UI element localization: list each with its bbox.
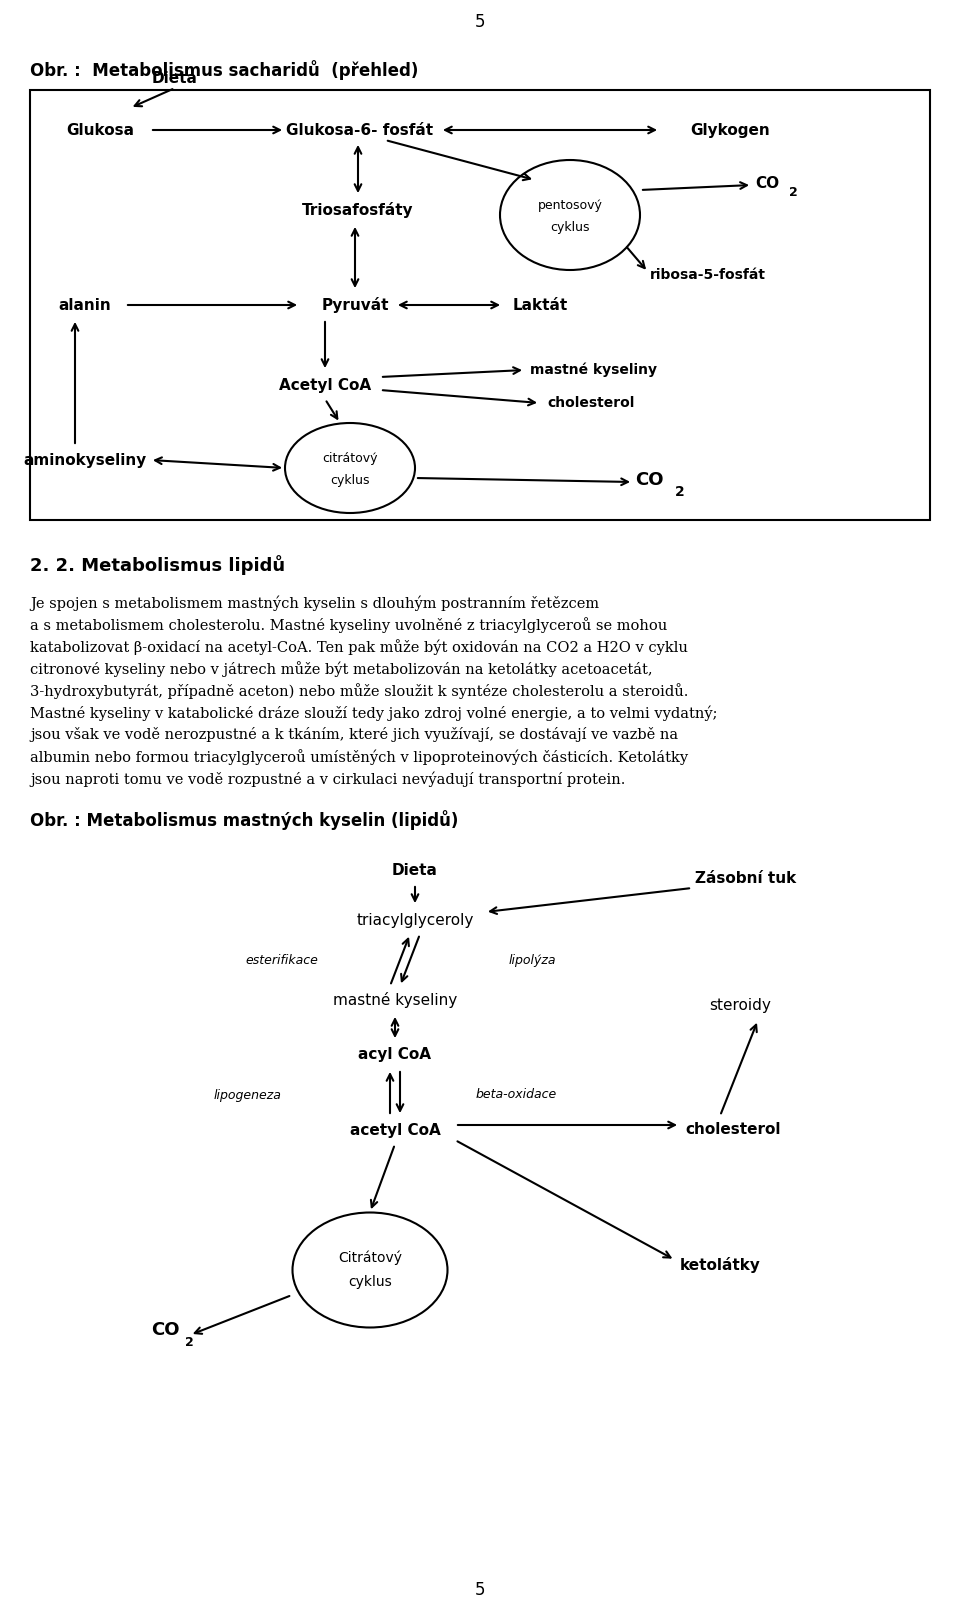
Text: Je spojen s metabolismem mastných kyselin s dlouhým postranním řetězcem: Je spojen s metabolismem mastných kyseli… — [30, 595, 599, 610]
Text: Obr. : Metabolismus mastných kyselin (lipidů): Obr. : Metabolismus mastných kyselin (li… — [30, 809, 458, 830]
Text: aminokyseliny: aminokyseliny — [23, 452, 147, 468]
Text: citrátový: citrátový — [323, 452, 377, 465]
Text: lipolýza: lipolýza — [508, 954, 556, 967]
Text: citronové kyseliny nebo v játrech může být metabolizován na ketolátky acetoacetá: citronové kyseliny nebo v játrech může b… — [30, 661, 653, 677]
Text: Pyruvát: Pyruvát — [322, 298, 389, 314]
Text: mastné kyseliny: mastné kyseliny — [530, 362, 657, 377]
Text: ketolátky: ketolátky — [680, 1257, 761, 1273]
Text: acetyl CoA: acetyl CoA — [349, 1123, 441, 1138]
Bar — [30, 90, 930, 520]
Text: Glykogen: Glykogen — [690, 122, 770, 137]
Text: beta-oxidace: beta-oxidace — [475, 1089, 557, 1102]
Text: Dieta: Dieta — [392, 862, 438, 877]
Text: Acetyl CoA: Acetyl CoA — [279, 378, 372, 393]
Text: 2: 2 — [185, 1335, 194, 1348]
Text: Dieta: Dieta — [152, 71, 198, 85]
Text: triacylglyceroly: triacylglyceroly — [356, 912, 473, 927]
Text: 3-hydroxybutyrát, případně aceton) nebo může sloužit k syntéze cholesterolu a st: 3-hydroxybutyrát, případně aceton) nebo … — [30, 682, 688, 698]
Text: a s metabolismem cholesterolu. Mastné kyseliny uvolněné z triacylglyceroů se moh: a s metabolismem cholesterolu. Mastné ky… — [30, 616, 667, 632]
Text: Obr. :  Metabolismus sacharidů  (přehled): Obr. : Metabolismus sacharidů (přehled) — [30, 60, 419, 80]
Text: CO: CO — [755, 175, 780, 190]
Text: Glukosa-6- fosfát: Glukosa-6- fosfát — [286, 122, 434, 137]
Text: acyl CoA: acyl CoA — [358, 1047, 431, 1062]
Text: Laktát: Laktát — [513, 298, 567, 312]
Text: jsou však ve vodě nerozpustné a k tkáním, které jich využívají, se dostávají ve : jsou však ve vodě nerozpustné a k tkáním… — [30, 727, 678, 742]
Text: cholesterol: cholesterol — [685, 1123, 780, 1138]
Text: pentosový: pentosový — [538, 198, 603, 211]
Text: Triosafosfáty: Triosafosfáty — [302, 203, 414, 217]
Ellipse shape — [293, 1213, 447, 1327]
Text: Mastné kyseliny v katabolické dráze slouží tedy jako zdroj volné energie, a to v: Mastné kyseliny v katabolické dráze slou… — [30, 705, 717, 721]
Text: 5: 5 — [475, 13, 485, 31]
Text: 2: 2 — [789, 185, 798, 198]
Text: esterifikace: esterifikace — [246, 954, 319, 967]
Text: Zásobní tuk: Zásobní tuk — [695, 870, 796, 885]
Text: steroidy: steroidy — [709, 998, 771, 1012]
Text: jsou naproti tomu ve vodě rozpustné a v cirkulaci nevýadují transportní protein.: jsou naproti tomu ve vodě rozpustné a v … — [30, 771, 625, 787]
Text: CO: CO — [152, 1321, 180, 1339]
Text: cholesterol: cholesterol — [547, 396, 635, 410]
Text: cyklus: cyklus — [550, 220, 589, 233]
Text: Citrátový: Citrátový — [338, 1250, 402, 1265]
Text: cyklus: cyklus — [348, 1274, 392, 1289]
Text: Glukosa: Glukosa — [66, 122, 134, 137]
Text: mastné kyseliny: mastné kyseliny — [333, 993, 457, 1007]
Ellipse shape — [500, 159, 640, 270]
Text: albumin nebo formou triacylglyceroů umístěných v lipoproteinových částicích. Ket: albumin nebo formou triacylglyceroů umís… — [30, 750, 688, 764]
Text: katabolizovat β-oxidací na acetyl-CoA. Ten pak může být oxidován na CO2 a H2O v : katabolizovat β-oxidací na acetyl-CoA. T… — [30, 639, 688, 655]
Text: ribosa-5-fosfát: ribosa-5-fosfát — [650, 269, 766, 282]
Text: 2: 2 — [675, 484, 684, 499]
Text: 2. 2. Metabolismus lipidů: 2. 2. Metabolismus lipidů — [30, 555, 285, 574]
Text: lipogeneza: lipogeneza — [214, 1089, 282, 1102]
Text: CO: CO — [635, 471, 663, 489]
Text: cyklus: cyklus — [330, 473, 370, 486]
Text: 5: 5 — [475, 1582, 485, 1599]
Text: alanin: alanin — [59, 298, 111, 312]
Ellipse shape — [285, 423, 415, 513]
